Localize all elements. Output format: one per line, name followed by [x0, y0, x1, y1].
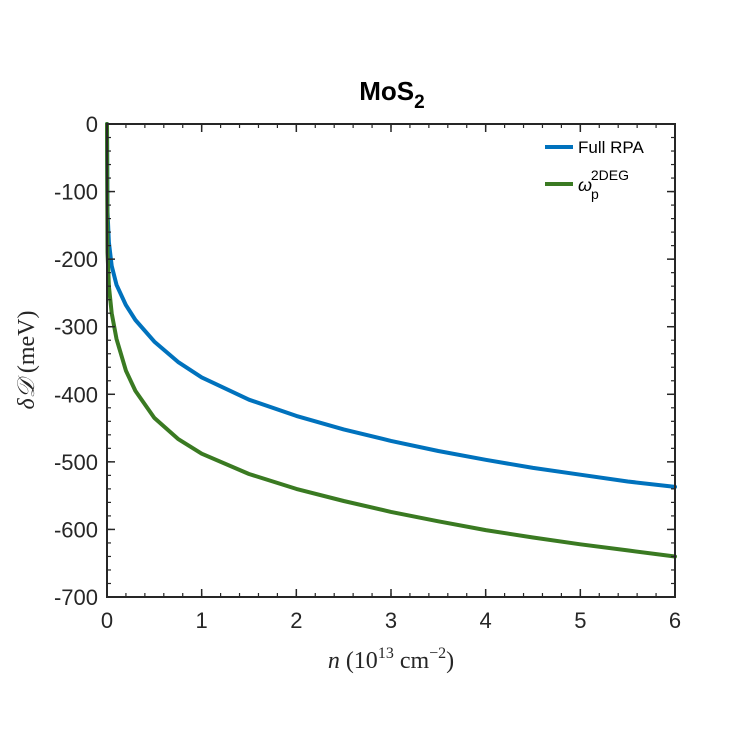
x-tick-label-0: 0: [101, 608, 113, 633]
y-axis-title: δ𝒟 (meV): [14, 311, 40, 410]
y-tick-label-6: -600: [54, 517, 98, 542]
y-tick-label-3: -300: [54, 315, 98, 340]
x-tick-label-3: 3: [385, 608, 397, 633]
y-tick-label-1: -100: [54, 180, 98, 205]
y-tick-label-4: -400: [54, 382, 98, 407]
x-tick-label-5: 5: [574, 608, 586, 633]
x-tick-label-4: 4: [480, 608, 492, 633]
axes-box: [106, 123, 676, 598]
y-tick-label-7: -700: [54, 585, 98, 610]
y-tick-label-0: 0: [86, 112, 98, 137]
plot-area: [107, 124, 675, 597]
y-tick-label-2: -200: [54, 247, 98, 272]
legend-label-full-rpa: Full RPA: [578, 138, 644, 157]
y-tick-label-5: -500: [54, 450, 98, 475]
series-line-0: [105, 122, 677, 489]
x-tick-label-2: 2: [290, 608, 302, 633]
series-line-1: [105, 122, 677, 559]
chart-title: MoS2: [359, 76, 424, 113]
x-tick-label-6: 6: [669, 608, 681, 633]
series-layer: [105, 122, 677, 559]
legend: Full RPA ωp2DEG: [545, 138, 644, 202]
x-tick-label-1: 1: [196, 608, 208, 633]
legend-label-plasmon: ωp2DEG: [578, 167, 629, 202]
x-axis-title: n (1013 cm−2): [328, 645, 454, 674]
